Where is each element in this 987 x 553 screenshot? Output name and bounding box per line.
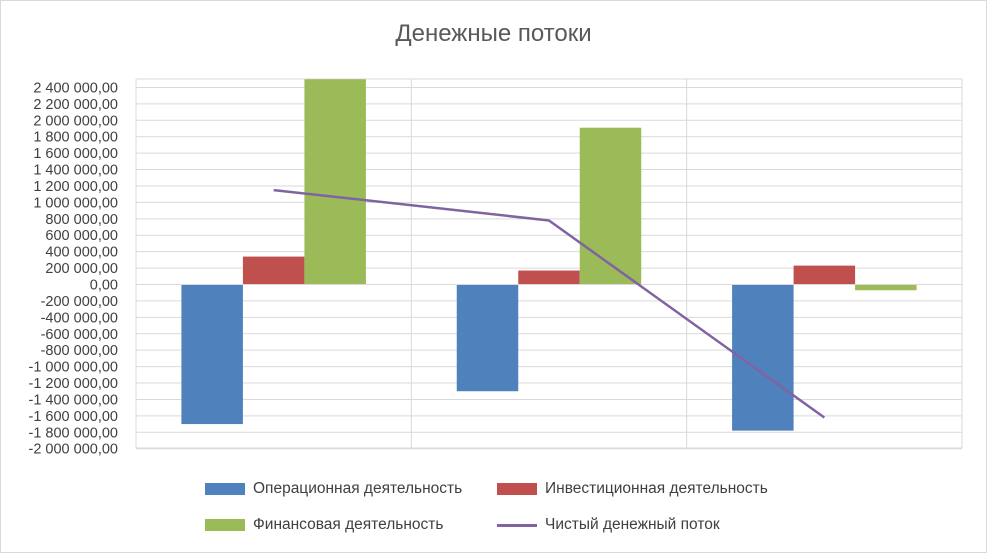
bar — [181, 284, 243, 425]
legend-swatch-investing — [497, 483, 537, 495]
legend-label-investing: Инвестиционная деятельность — [545, 480, 768, 497]
y-tick-label: 200 000,00 — [45, 261, 118, 277]
legend-swatch-operating — [205, 483, 245, 495]
legend-item-financing: Финансовая деятельность — [205, 516, 443, 534]
bar — [855, 284, 917, 291]
bar — [518, 270, 580, 285]
legend-label-financing: Финансовая деятельность — [253, 516, 444, 533]
legend-swatch-net-flow — [497, 523, 537, 527]
y-tick-label: 800 000,00 — [45, 212, 118, 228]
y-tick-label: 400 000,00 — [45, 245, 118, 261]
y-tick-label: 1 000 000,00 — [33, 195, 118, 211]
y-tick-label: -1 600 000,00 — [29, 409, 119, 425]
y-tick-label: -200 000,00 — [41, 294, 118, 310]
series-line — [273, 188, 826, 419]
bar — [304, 79, 366, 285]
y-tick-label: 2 000 000,00 — [33, 113, 118, 129]
chart-title: Денежные потоки — [395, 20, 592, 47]
y-tick-label: 0,00 — [90, 278, 118, 294]
y-tick-label: -2 000 000,00 — [29, 442, 119, 458]
y-tick-label: 2 400 000,00 — [33, 80, 118, 96]
y-tick-label: -400 000,00 — [41, 310, 118, 326]
y-tick-label: 1 800 000,00 — [33, 130, 118, 146]
legend: Операционная деятельность Инвестиционная… — [0, 470, 987, 540]
y-tick-label: 1 400 000,00 — [33, 163, 118, 179]
legend-swatch-financing — [205, 519, 245, 531]
y-tick-label: 1 600 000,00 — [33, 146, 118, 162]
y-tick-label: -800 000,00 — [41, 343, 118, 359]
legend-label-net-flow: Чистый денежный поток — [545, 516, 720, 533]
y-tick-label: 2 200 000,00 — [33, 97, 118, 113]
legend-label-operating: Операционная деятельность — [253, 480, 463, 497]
y-tick-label: -1 000 000,00 — [29, 360, 119, 376]
legend-item-operating: Операционная деятельность — [205, 480, 462, 498]
bar — [579, 127, 642, 285]
bar — [242, 256, 305, 285]
bar — [793, 265, 856, 285]
legend-item-net-flow: Чистый денежный поток — [497, 516, 720, 534]
y-tick-label: -1 200 000,00 — [29, 376, 119, 392]
y-tick-label: 1 200 000,00 — [33, 179, 118, 195]
y-tick-label: -1 800 000,00 — [29, 425, 119, 441]
legend-item-investing: Инвестиционная деятельность — [497, 480, 768, 498]
y-tick-label: 600 000,00 — [45, 228, 118, 244]
bar — [456, 284, 519, 392]
y-tick-label: -600 000,00 — [41, 327, 118, 343]
y-tick-label: -1 400 000,00 — [29, 392, 119, 408]
